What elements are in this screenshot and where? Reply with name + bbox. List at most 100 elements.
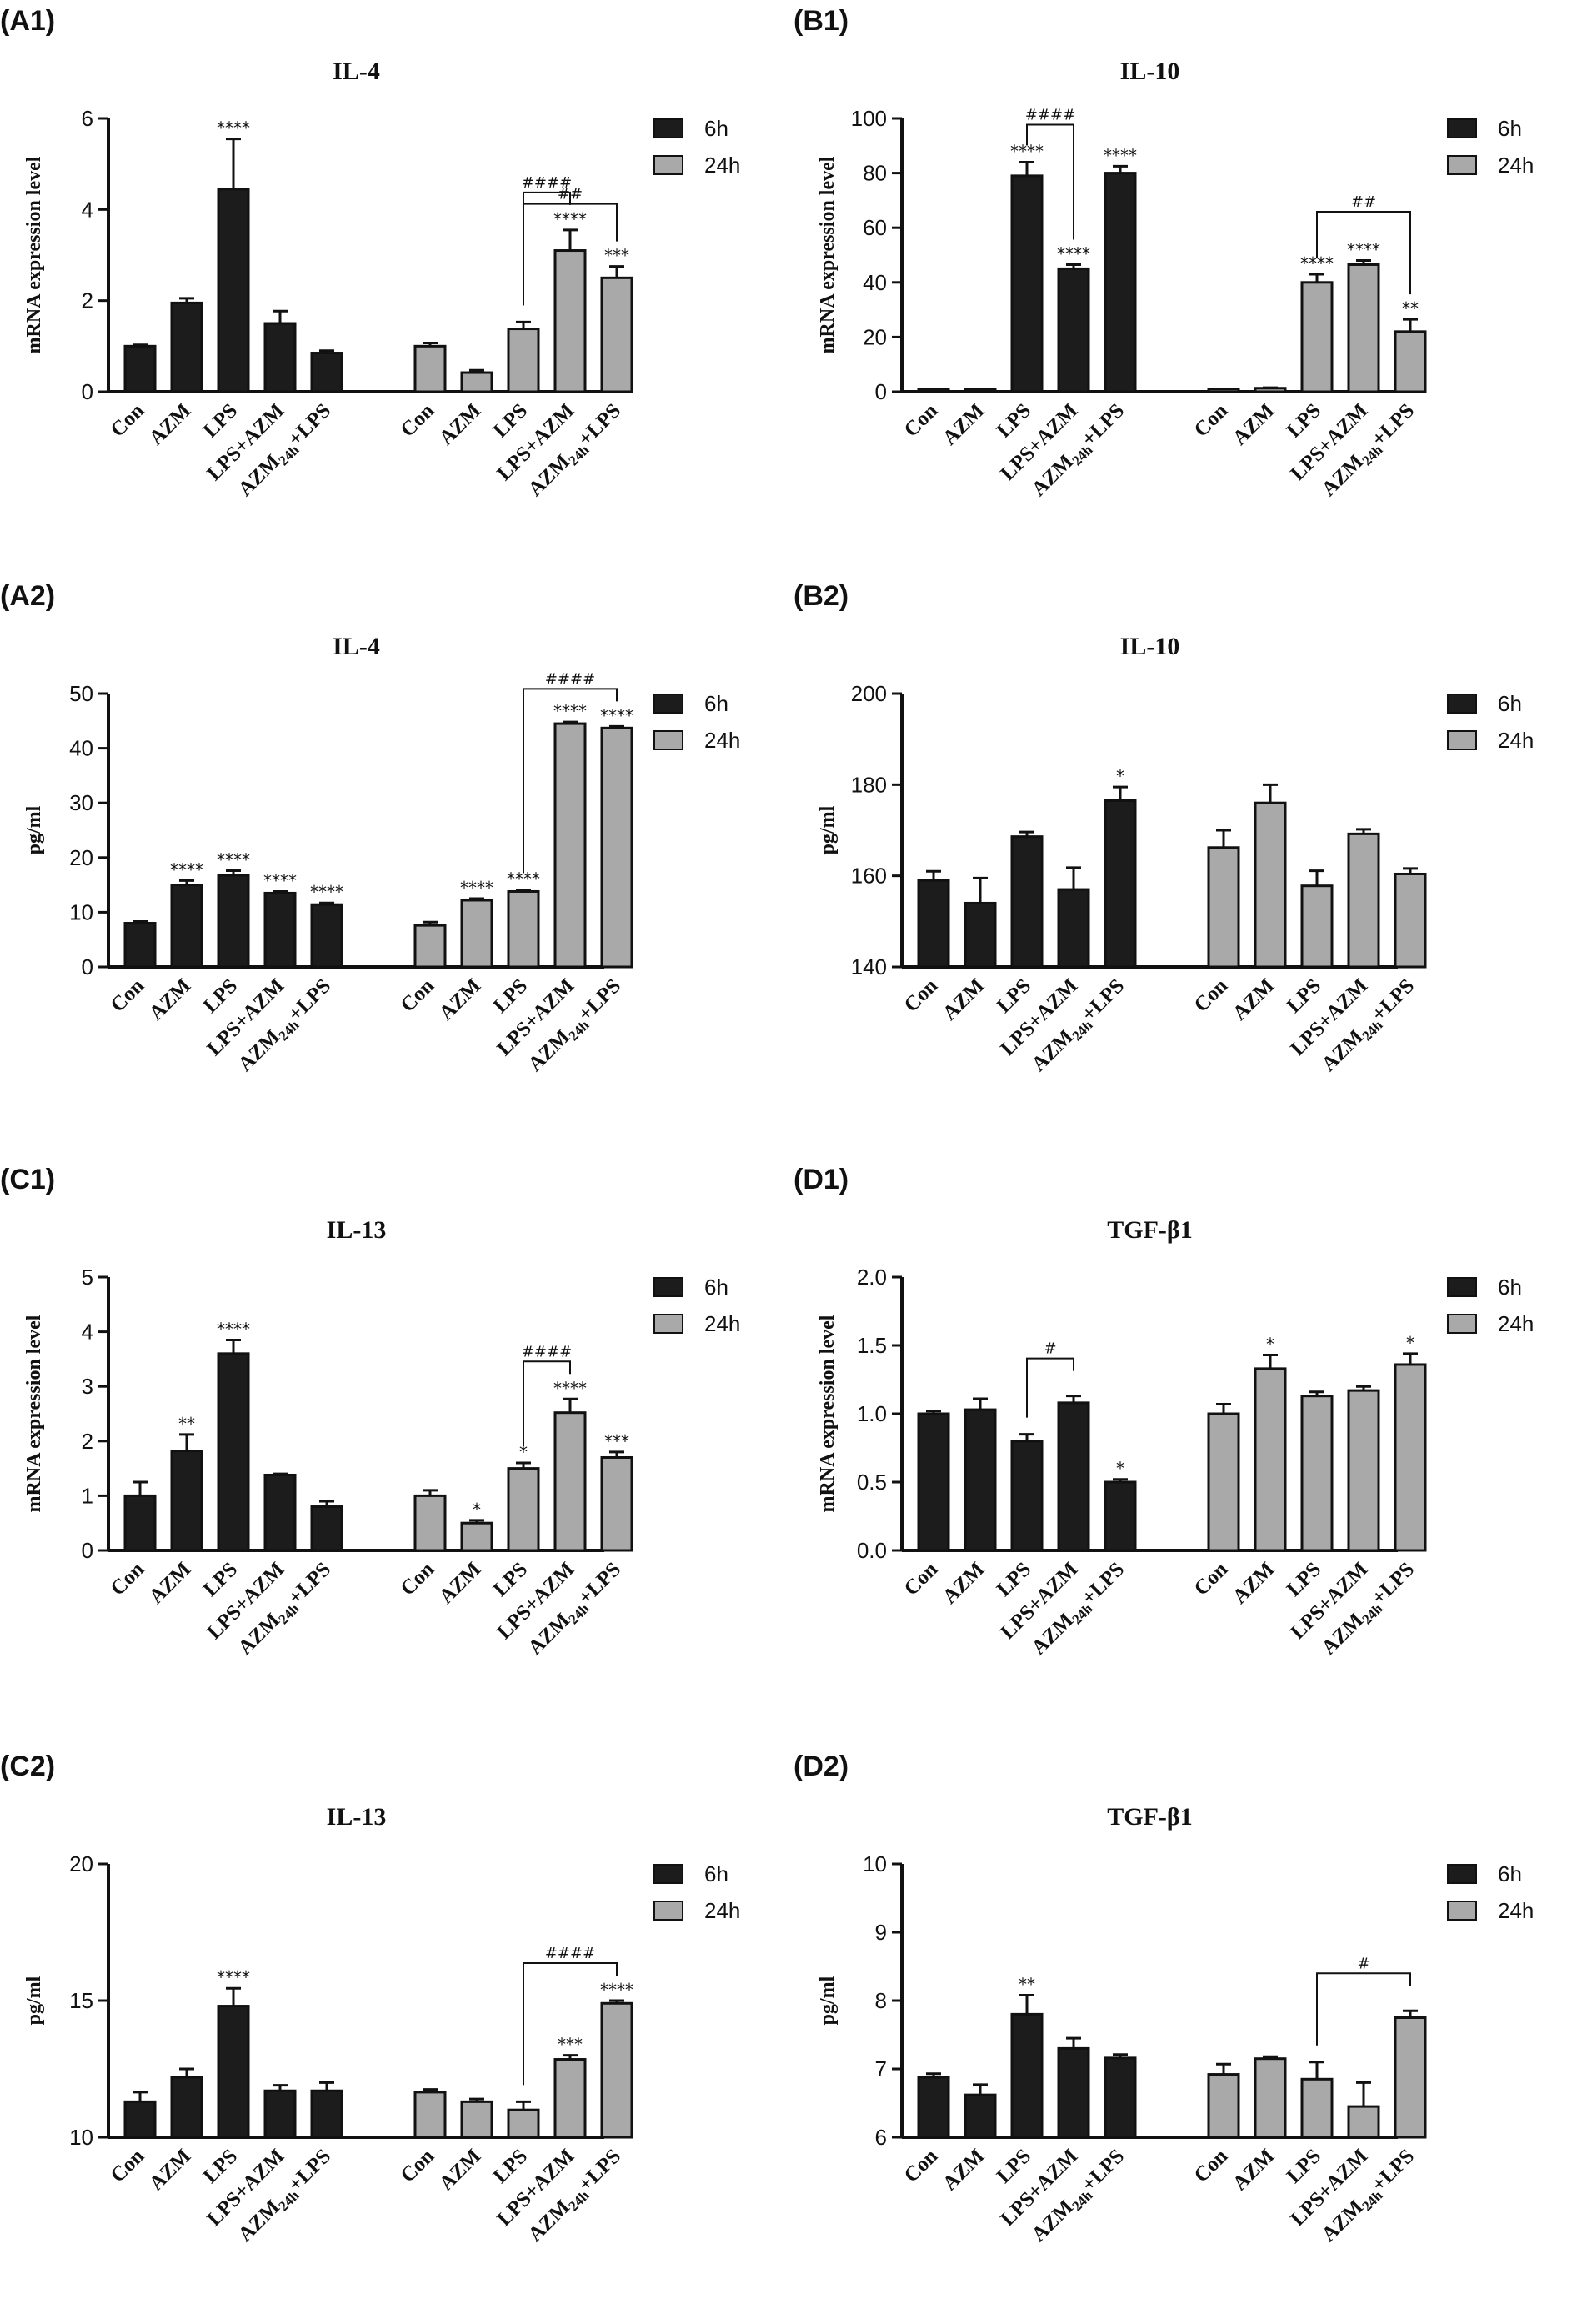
bar (413, 1494, 447, 1552)
significance-mark: **** (263, 870, 297, 890)
legend-label: 24h (704, 728, 740, 753)
legend-swatch (653, 730, 683, 750)
y-tick-label: 180 (851, 772, 887, 797)
bar (1347, 2105, 1380, 2139)
bar (1010, 2012, 1044, 2139)
bar (310, 352, 343, 393)
x-tick-label: AZM (145, 1558, 195, 1608)
legend-label: 6h (704, 1861, 728, 1886)
legend-swatch (1447, 155, 1477, 175)
bar (310, 903, 343, 969)
bracket-label: #### (1025, 106, 1075, 123)
panel-label: (C1) (0, 1164, 56, 1195)
significance-mark: **** (553, 1378, 587, 1398)
bar (1394, 1363, 1427, 1552)
y-tick-label: 3 (82, 1374, 93, 1399)
bar (170, 884, 203, 969)
y-tick-label: 0 (82, 1538, 93, 1563)
legend-swatch (1447, 1314, 1477, 1334)
bar (553, 722, 587, 969)
bar (217, 2005, 250, 2139)
y-tick-label: 9 (875, 1920, 887, 1945)
bar (263, 2089, 297, 2139)
bar (1057, 267, 1090, 393)
bracket-label: #### (522, 174, 572, 192)
bar (217, 188, 250, 393)
x-tick-label: Con (107, 974, 149, 1017)
panel-label: (D2) (794, 1751, 849, 1782)
bar (1010, 1440, 1044, 1552)
x-tick-label: Con (397, 399, 439, 442)
bar (507, 2108, 540, 2139)
significance-mark: * (1116, 1459, 1124, 1479)
legend-label: 6h (1498, 1861, 1522, 1886)
bar (1254, 2057, 1287, 2139)
chart-il10-mrna: IL-10 mRNA expression level 0 20 40 60 80 100 **… (817, 58, 1534, 501)
bar (1104, 172, 1137, 393)
bar (123, 1494, 157, 1552)
x-tick-label: Con (1190, 399, 1233, 442)
comparison-bracket (523, 688, 618, 874)
x-tick-label: Con (397, 2145, 439, 2187)
x-tick-label: Con (1190, 2145, 1233, 2187)
bar (1010, 174, 1044, 393)
bar (917, 1412, 950, 1552)
bar (1207, 1412, 1240, 1552)
bar (553, 1411, 587, 1552)
legend-label: 6h (1498, 116, 1522, 141)
bar (600, 276, 633, 393)
bar (964, 1408, 997, 1552)
bar (263, 1473, 297, 1552)
bar (310, 2089, 343, 2139)
bar (600, 1455, 633, 1552)
bar (1207, 846, 1240, 969)
chart-title: IL-4 (333, 633, 380, 660)
significance-mark: **** (1057, 243, 1090, 263)
x-tick-label: AZM (939, 1558, 989, 1608)
legend-swatch (1447, 1277, 1477, 1297)
legend-label: 6h (704, 116, 728, 141)
x-tick-label: Con (900, 974, 943, 1017)
bar (1057, 888, 1090, 969)
y-tick-label: 20 (69, 1851, 93, 1876)
y-tick-label: 10 (69, 899, 93, 924)
y-tick-label: 10 (69, 2125, 93, 2150)
x-tick-label: AZM (145, 399, 195, 449)
y-tick-label: 6 (875, 2125, 887, 2150)
bracket-label: #### (522, 1343, 572, 1360)
bar (413, 924, 447, 969)
legend-swatch (1447, 118, 1477, 138)
significance-mark: **** (217, 1319, 250, 1339)
bar (123, 344, 157, 393)
legend-label: 6h (704, 691, 728, 716)
legend-swatch (653, 1314, 683, 1334)
y-tick-label: 80 (863, 161, 887, 186)
y-axis-label: mRNA expression level (23, 156, 45, 353)
significance-mark: * (1116, 766, 1124, 786)
x-tick-label: Con (107, 399, 149, 442)
y-axis-label: mRNA expression level (23, 1315, 45, 1512)
significance-mark: **** (1104, 145, 1137, 165)
bracket-label: ## (1351, 193, 1376, 211)
y-tick-label: 2 (82, 1429, 93, 1454)
bar (507, 1467, 540, 1552)
y-axis-label: pg/ml (23, 1976, 45, 2025)
bar (964, 901, 997, 969)
legend-label: 24h (704, 1898, 740, 1923)
significance-mark: **** (310, 882, 343, 902)
significance-mark: **** (600, 1980, 633, 2000)
y-tick-label: 40 (863, 270, 887, 295)
chart-title: TGF-β1 (1107, 1803, 1192, 1831)
y-tick-label: 140 (851, 954, 887, 979)
x-tick-label: AZM (939, 2145, 989, 2195)
bar (1300, 884, 1334, 969)
bar (600, 726, 633, 969)
y-axis-label: pg/ml (817, 1976, 839, 2025)
y-tick-label: 160 (851, 864, 887, 889)
bar (553, 249, 587, 393)
y-tick-label: 5 (82, 1265, 93, 1290)
significance-mark: **** (170, 859, 203, 879)
bar (1394, 2016, 1427, 2139)
